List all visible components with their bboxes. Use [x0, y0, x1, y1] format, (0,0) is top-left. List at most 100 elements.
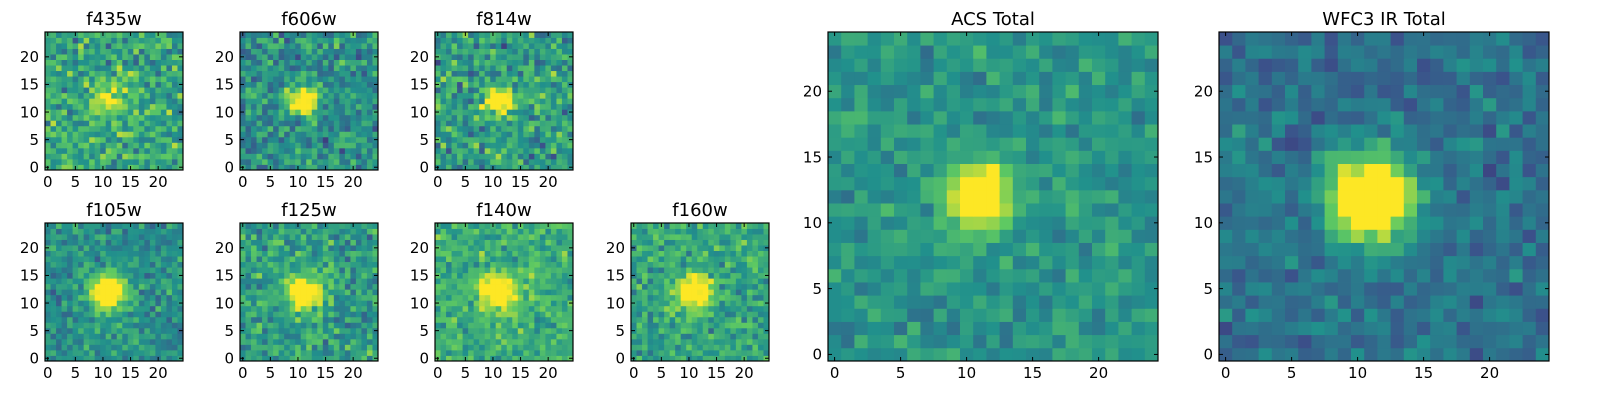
heatmap-cell — [155, 81, 162, 88]
heatmap-cell — [534, 158, 541, 165]
heatmap-cell — [567, 43, 574, 49]
heatmap-cell — [730, 239, 737, 246]
heatmap-cell — [355, 338, 362, 345]
heatmap-cell — [713, 234, 720, 240]
heatmap-cell — [177, 289, 184, 296]
x-tick-label: 5 — [71, 173, 81, 191]
heatmap-cell — [155, 87, 162, 94]
heatmap-cell — [333, 37, 340, 44]
heatmap-cell — [306, 250, 313, 257]
heatmap-cell — [550, 136, 557, 143]
heatmap-cell — [462, 245, 469, 251]
heatmap-cell — [311, 65, 318, 72]
heatmap-cell — [446, 234, 452, 240]
heatmap-cell — [311, 48, 318, 55]
heatmap-cell — [556, 300, 563, 307]
heatmap-cell — [177, 338, 184, 345]
heatmap-cell — [133, 322, 140, 329]
heatmap-cell — [713, 283, 720, 290]
heatmap-cell — [61, 300, 68, 307]
heatmap-cell — [702, 349, 709, 356]
heatmap-cell — [642, 228, 648, 235]
heatmap-cell — [697, 228, 704, 235]
heatmap-cell — [484, 234, 491, 240]
heatmap-cell — [1092, 295, 1106, 309]
heatmap-cell — [240, 125, 246, 132]
heatmap-cell — [144, 294, 151, 301]
heatmap-cell — [545, 59, 552, 66]
heatmap-cell — [306, 109, 313, 116]
heatmap-cell — [675, 322, 682, 329]
heatmap-cell — [933, 295, 948, 309]
heatmap-cell — [333, 81, 340, 88]
heatmap-cell — [490, 147, 497, 154]
heatmap-cell — [100, 333, 107, 340]
heatmap-cell — [920, 282, 934, 296]
heatmap-cell — [278, 81, 285, 88]
heatmap-cell — [127, 76, 134, 83]
heatmap-cell — [973, 176, 987, 191]
heatmap-cell — [56, 164, 62, 171]
heatmap-cell — [457, 256, 463, 263]
heatmap-cell — [72, 267, 79, 274]
heatmap-cell — [545, 54, 552, 60]
heatmap-cell — [122, 344, 129, 351]
heatmap-cell — [240, 48, 246, 55]
heatmap-cell — [933, 242, 948, 257]
heatmap-cell — [561, 125, 568, 132]
heatmap-cell — [372, 311, 379, 318]
heatmap-cell — [339, 300, 346, 307]
heatmap-cell — [127, 245, 134, 251]
heatmap-cell — [56, 81, 62, 88]
heatmap-cell — [251, 272, 257, 279]
heatmap-cell — [144, 98, 151, 105]
heatmap-cell — [333, 87, 340, 94]
heatmap-cell — [166, 294, 173, 301]
heatmap-cell — [495, 98, 502, 105]
heatmap-cell — [350, 125, 357, 132]
heatmap-cell — [111, 327, 118, 334]
heatmap-cell — [534, 59, 541, 66]
heatmap-cell — [339, 147, 346, 154]
heatmap-cell — [730, 245, 737, 251]
heatmap-cell — [495, 103, 502, 110]
heatmap-cell — [256, 120, 263, 127]
heatmap-cell — [523, 311, 530, 318]
heatmap-cell — [89, 103, 96, 110]
heatmap-cell — [328, 87, 335, 94]
heatmap-cell — [339, 32, 346, 38]
heatmap-cell — [556, 70, 563, 77]
heatmap-cell — [177, 142, 184, 149]
heatmap-cell — [631, 349, 637, 356]
heatmap-cell — [67, 109, 73, 116]
heatmap-cell — [67, 261, 73, 268]
heatmap-cell — [457, 81, 463, 88]
heatmap-cell — [344, 32, 351, 38]
heatmap-cell — [550, 158, 557, 165]
heatmap-cell — [306, 344, 313, 351]
heatmap-cell — [457, 333, 463, 340]
heatmap-cell — [355, 158, 362, 165]
heatmap-cell — [534, 322, 541, 329]
heatmap-cell — [45, 142, 51, 149]
heatmap-cell — [366, 54, 373, 60]
heatmap-cell — [1144, 216, 1159, 230]
heatmap-cell — [457, 70, 463, 77]
heatmap-cell — [757, 223, 764, 229]
heatmap-cell — [960, 347, 974, 362]
heatmap-cell — [240, 250, 246, 257]
heatmap-cell — [295, 278, 302, 285]
heatmap-cell — [144, 147, 151, 154]
heatmap-cell — [894, 295, 908, 309]
heatmap-cell — [534, 103, 541, 110]
heatmap-cell — [708, 261, 715, 268]
heatmap-cell — [462, 92, 469, 99]
heatmap-cell — [300, 355, 307, 362]
heatmap-cell — [1065, 229, 1080, 243]
heatmap-cell — [105, 355, 112, 362]
heatmap-cell — [273, 43, 280, 49]
heatmap-cell — [67, 32, 73, 38]
heatmap-cell — [468, 239, 475, 246]
heatmap-cell — [256, 223, 263, 229]
heatmap-cell — [545, 48, 552, 55]
